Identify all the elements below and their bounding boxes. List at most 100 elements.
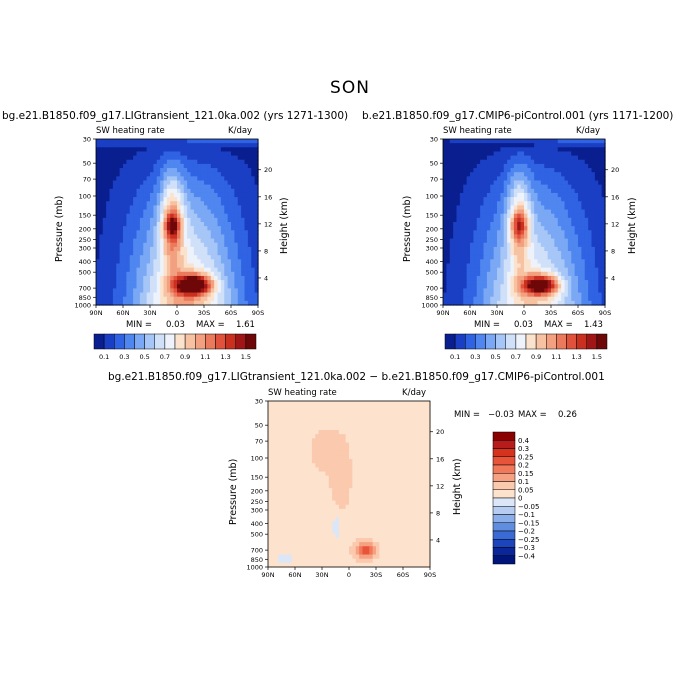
panel3-ytick-label: 500 [251, 531, 263, 539]
panel3-colorbar-label: −0.4 [518, 552, 536, 560]
panel1-colorbar-box [184, 333, 196, 350]
panel1-xtick-label: 0 [175, 309, 179, 317]
panel1-colorbar-box [103, 333, 115, 350]
panel3-colorbar-label: −0.3 [518, 544, 535, 552]
panel1-colorbar-box [114, 333, 125, 350]
panel1-colorbar-box [124, 333, 135, 350]
panel3-max-value: 0.26 [558, 410, 577, 420]
panel3-ytick-label: 700 [251, 547, 263, 555]
panel2-ytick-label: 1000 [421, 302, 438, 310]
panel3-colorbar-label: −0.15 [518, 519, 539, 527]
panel1-colorbar-label: 0.7 [160, 353, 170, 361]
panel3-min-value: −0.03 [488, 410, 515, 420]
panel2-xtick-label: 30S [545, 309, 557, 317]
panel2-plot [443, 139, 606, 306]
panel2-colorbar-box [586, 333, 598, 350]
panel2-colorbar-label: 0.7 [511, 353, 521, 361]
panel3-colorbar-label: 0.05 [518, 486, 534, 494]
panel3-colorbar-label: −0.1 [518, 511, 535, 519]
panel1-plot [96, 139, 259, 306]
panel3-colorbar-box [492, 473, 516, 482]
panel2-colorbar-box [454, 333, 466, 350]
panel2-colorbar-box [525, 333, 537, 350]
panel3-ytick-label: 30 [255, 398, 263, 406]
panel1-xtick-label: 90S [252, 309, 264, 317]
panel2-ytick-label: 400 [426, 258, 438, 266]
panel3-colorbar-box [492, 481, 516, 490]
panel3-colorbar-label: −0.05 [518, 503, 539, 511]
panel1-ytick-label: 250 [79, 236, 91, 244]
panel1-colorbar-label: 0.3 [119, 353, 129, 361]
panel2-colorbar-label: 1.5 [592, 353, 602, 361]
panel3-colorbar-box [492, 464, 516, 474]
panel2-colorbar-box [444, 333, 456, 350]
panel2-y2tick-label: 12 [611, 220, 619, 228]
panel2-colorbar-label: 1.3 [571, 353, 581, 361]
panel3-plot [268, 401, 431, 568]
panel2-ytick-label: 250 [426, 236, 438, 244]
panel1-ytick-label: 30 [83, 136, 91, 144]
panel2-colorbar-box [546, 333, 557, 350]
panel1-colorbar-box [225, 333, 236, 350]
panel2-xtick-label: 90N [436, 309, 449, 317]
panel1-colorbar-label: 0.9 [180, 353, 190, 361]
panel1-ytick-label: 1000 [74, 302, 91, 310]
panel2-colorbar-box [495, 333, 506, 350]
panel3-y2tick-label: 16 [436, 455, 444, 463]
panel1-xtick-label: 30S [198, 309, 210, 317]
panel1-colorbar-box [144, 333, 155, 350]
panel1-title: bg.e21.B1850.f09_g17.LIGtransient_121.0k… [2, 110, 349, 122]
panel1-colorbar-label: 1.5 [241, 353, 251, 361]
panel2-max-label: MAX = [544, 320, 573, 330]
panel1-y2tick-label: 12 [264, 220, 272, 228]
panel2-colorbar-box [535, 333, 547, 350]
panel3-colorbar-box [492, 555, 516, 565]
panel1-xtick-label: 90N [89, 309, 102, 317]
panel2-ytick-label: 200 [426, 225, 438, 233]
panel2-y2tick-label: 16 [611, 193, 619, 201]
panel2-colorbar-box [556, 333, 567, 350]
panel1-colorbar-label: 1.3 [220, 353, 230, 361]
panel2-colorbar-box [576, 333, 587, 350]
panel1-y2tick-label: 16 [264, 193, 272, 201]
panel2-ytick-label: 500 [426, 269, 438, 277]
panel3-colorbar-label: 0.2 [518, 462, 529, 470]
panel3-colorbar-box [492, 514, 516, 523]
panel2-colorbar-box [475, 333, 486, 350]
panel3-colorbar-box [492, 522, 516, 532]
panel2-ytick-label: 100 [426, 192, 438, 200]
panel1-min-label: MIN = [126, 320, 153, 330]
panel3-title: bg.e21.B1850.f09_g17.LIGtransient_121.0k… [108, 371, 605, 383]
panel2-colorbar-label: 0.5 [490, 353, 500, 361]
panel1-ytick-label: 200 [79, 225, 91, 233]
panel2-colorbar-box [465, 333, 476, 350]
panel3-colorbar-box [492, 489, 516, 499]
panel1-xtick-label: 60N [116, 309, 129, 317]
panel3-ytick-label: 850 [251, 556, 263, 564]
panel2-ytick-label: 700 [426, 285, 438, 293]
panel3-units-label: K/day [402, 388, 427, 398]
panel1-ytick-label: 70 [83, 176, 91, 184]
panel3-xtick-label: 90N [261, 571, 274, 579]
panel3-colorbar-label: −0.25 [518, 536, 539, 544]
panel1-y2tick-label: 8 [264, 247, 268, 255]
panel2-min-value: 0.03 [514, 320, 533, 330]
panel1-colorbar-box [164, 333, 176, 350]
panel3-colorbar-box [492, 547, 516, 556]
panel1-ytick-label: 400 [79, 258, 91, 266]
panel1-ytick-label: 850 [79, 294, 91, 302]
figure-title: SON [330, 78, 370, 98]
panel1-colorbar-box [154, 333, 166, 350]
panel3-ytick-label: 70 [255, 438, 263, 446]
panel2-xtick-label: 90S [599, 309, 611, 317]
panel2-xtick-label: 0 [522, 309, 526, 317]
panel1-y2tick-label: 4 [264, 274, 268, 282]
panel3-colorbar-label: −0.2 [518, 528, 535, 536]
panel3-xtick-label: 60S [397, 571, 409, 579]
panel1-ytick-label: 300 [79, 245, 91, 253]
panel3-ytick-label: 50 [255, 422, 263, 430]
panel3-colorbar-label: 0.3 [518, 445, 529, 453]
panel3-xtick-label: 30N [315, 571, 328, 579]
panel1-colorbar-box [235, 333, 247, 350]
